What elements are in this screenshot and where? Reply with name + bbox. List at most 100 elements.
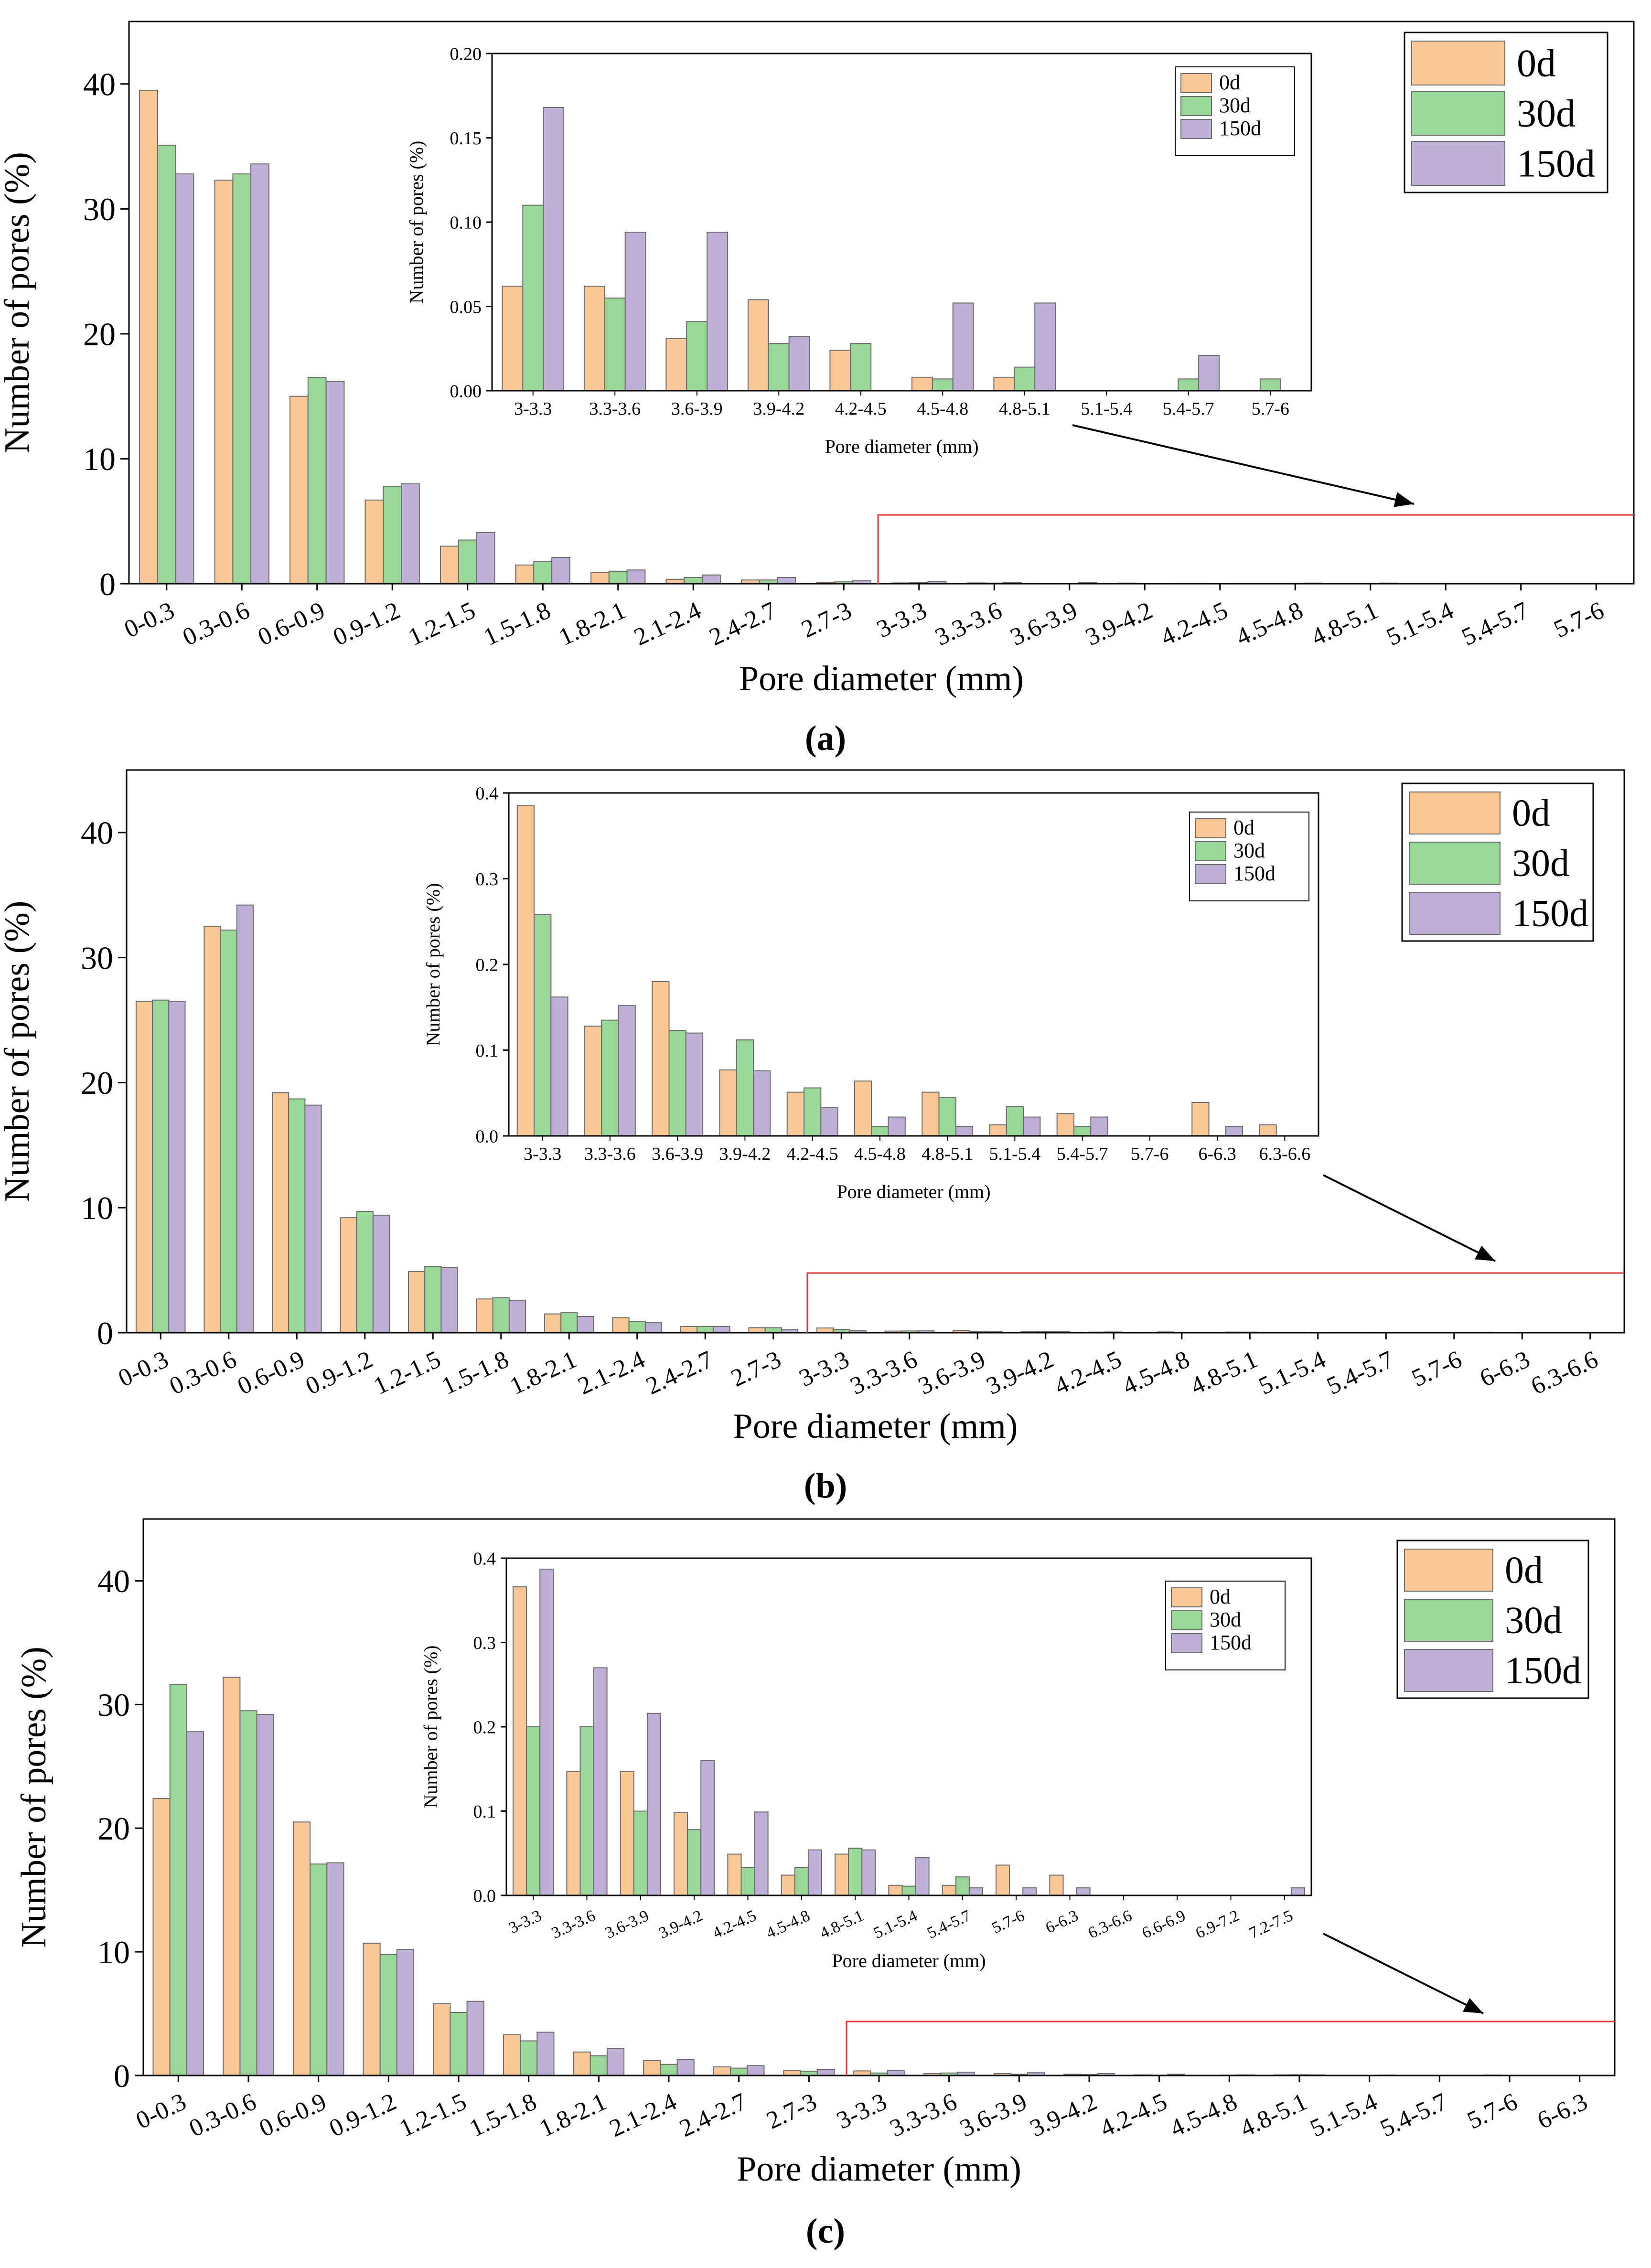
inset-y-axis-label: Number of pores (%) bbox=[420, 1646, 441, 1808]
inset-legend-swatch bbox=[1180, 73, 1212, 93]
main-legend: 0d 30d 150d bbox=[1401, 782, 1594, 942]
inset-bar bbox=[753, 1070, 771, 1137]
main-xtick-label: 2.1-2.4 bbox=[574, 1346, 649, 1400]
inset-bar bbox=[861, 1849, 876, 1896]
main-bar bbox=[139, 89, 158, 584]
main-y-axis-label: Number of pores (%) bbox=[14, 1647, 54, 1948]
main-bar bbox=[508, 1299, 526, 1333]
legend-swatch bbox=[1404, 1549, 1493, 1592]
inset-bar bbox=[989, 1124, 1007, 1136]
main-xtick-label: 6.3-6.6 bbox=[1527, 1346, 1602, 1400]
main-xtick-label: 4.8-5.1 bbox=[1236, 2088, 1311, 2142]
inset-bar bbox=[513, 1586, 527, 1896]
inset-bar bbox=[566, 1771, 581, 1896]
legend-swatch bbox=[1404, 1649, 1493, 1692]
inset-bar bbox=[1022, 1887, 1037, 1896]
inset-bar bbox=[1073, 1126, 1092, 1137]
main-xtick-label: 0.3-0.6 bbox=[179, 597, 254, 651]
inset-legend-swatch bbox=[1180, 119, 1212, 139]
legend-swatch bbox=[1409, 892, 1501, 935]
inset-bar bbox=[719, 1069, 737, 1137]
inset-bar bbox=[942, 1884, 956, 1896]
inset-xtick-label: 4.5-4.8 bbox=[917, 399, 968, 419]
inset-chart: 0.0 0.1 0.2 0.3 0.4 3-3.3 3.3-3.6 3.6-3.9 3.9-4.… bbox=[420, 1549, 1312, 1971]
inset-bar bbox=[646, 1712, 662, 1896]
inset-bar bbox=[848, 1848, 863, 1896]
main-bar bbox=[289, 396, 309, 584]
main-xtick-label: 1.8-2.1 bbox=[536, 2088, 611, 2142]
main-bar bbox=[544, 1313, 562, 1333]
inset-xtick-label: 3.3-3.6 bbox=[584, 1144, 636, 1164]
inset-bar bbox=[534, 914, 552, 1137]
main-xtick-label: 0.6-0.9 bbox=[254, 597, 329, 651]
main-bar bbox=[747, 2065, 765, 2076]
main-bar bbox=[135, 1001, 153, 1334]
main-bar bbox=[250, 163, 269, 584]
main-xtick-label: 3.3-3.6 bbox=[931, 597, 1007, 651]
inset-bar bbox=[686, 321, 708, 391]
inset-bar bbox=[740, 1867, 755, 1896]
main-xtick-label: 2.4-2.7 bbox=[675, 2088, 751, 2142]
main-bar bbox=[440, 1267, 458, 1333]
inset-legend-entry: 30d bbox=[1210, 1608, 1241, 1631]
inset-bar bbox=[835, 1853, 849, 1896]
inset-xtick-label: 5.4-5.7 bbox=[1163, 399, 1214, 419]
main-xtick-label: 3.6-3.9 bbox=[1006, 597, 1082, 651]
inset-bar bbox=[736, 1039, 754, 1136]
inset-xtick-label: 6.6-6.9 bbox=[1139, 1907, 1189, 1942]
legend-entry: 30d bbox=[1512, 842, 1569, 884]
inset-bar bbox=[652, 981, 670, 1136]
main-xtick-label: 2.7-3 bbox=[762, 2088, 821, 2134]
inset-xtick-label: 4.2-4.5 bbox=[710, 1907, 759, 1942]
inset-legend-entry: 30d bbox=[1233, 839, 1265, 862]
main-bar bbox=[383, 486, 402, 584]
main-y-axis-label: Number of pores (%) bbox=[0, 152, 37, 453]
main-xtick-label: 0.3-0.6 bbox=[185, 2088, 260, 2142]
inset-bar bbox=[1259, 378, 1281, 391]
inset-xtick-label: 4.5-4.8 bbox=[763, 1907, 813, 1942]
inset-bar bbox=[829, 350, 851, 391]
legend-swatch bbox=[1411, 41, 1505, 86]
legend-entry: 30d bbox=[1517, 92, 1576, 135]
main-bar bbox=[256, 1714, 274, 2076]
main-xtick-label: 1.8-2.1 bbox=[555, 597, 630, 651]
main-y-axis-label: Number of pores (%) bbox=[0, 901, 37, 1202]
main-xtick-label: 5.7-6 bbox=[1550, 597, 1608, 643]
inset-bar bbox=[820, 1107, 838, 1137]
inset-bar bbox=[955, 1126, 974, 1137]
main-bar bbox=[396, 1948, 415, 2076]
main-bar bbox=[379, 1954, 397, 2076]
main-xtick-label: 2.1-2.4 bbox=[605, 2088, 681, 2142]
main-bar bbox=[236, 904, 254, 1333]
main-bar bbox=[536, 2032, 555, 2076]
zoom-arrow-line bbox=[1323, 1933, 1484, 2014]
main-bar bbox=[363, 1943, 381, 2076]
inset-bar bbox=[1006, 1106, 1024, 1136]
main-bar bbox=[326, 1862, 344, 2076]
main-bar bbox=[223, 1677, 241, 2076]
inset-bar bbox=[754, 1811, 769, 1896]
inset-legend-entry: 0d bbox=[1210, 1585, 1231, 1608]
inset-legend-entry: 0d bbox=[1219, 71, 1240, 94]
main-bar bbox=[157, 144, 176, 584]
main-bar bbox=[816, 2069, 835, 2076]
inset-bar bbox=[794, 1867, 809, 1896]
main-bar bbox=[680, 1326, 698, 1333]
inset-ytick-label: 0.3 bbox=[473, 1633, 496, 1653]
zoom-highlight-box bbox=[846, 2021, 1615, 2075]
inset-xtick-label: 5.1-5.4 bbox=[871, 1907, 920, 1942]
zoom-highlight-box bbox=[806, 1272, 1624, 1333]
main-ytick-label: 30 bbox=[83, 191, 116, 227]
inset-xtick-label: 3-3.3 bbox=[514, 399, 552, 419]
inset-xtick-label: 4.2-4.5 bbox=[787, 1144, 838, 1164]
inset-xtick-label: 3.6-3.9 bbox=[671, 399, 723, 419]
main-bar bbox=[777, 577, 796, 585]
main-bar bbox=[307, 377, 327, 585]
main-xtick-label: 3.9-4.2 bbox=[1082, 597, 1157, 651]
main-xtick-label: 0.9-1.2 bbox=[325, 2088, 401, 2142]
main-bar bbox=[440, 546, 459, 584]
main-ytick-label: 40 bbox=[81, 815, 113, 851]
inset-bar bbox=[850, 343, 872, 392]
main-xtick-label: 1.5-1.8 bbox=[480, 597, 555, 651]
